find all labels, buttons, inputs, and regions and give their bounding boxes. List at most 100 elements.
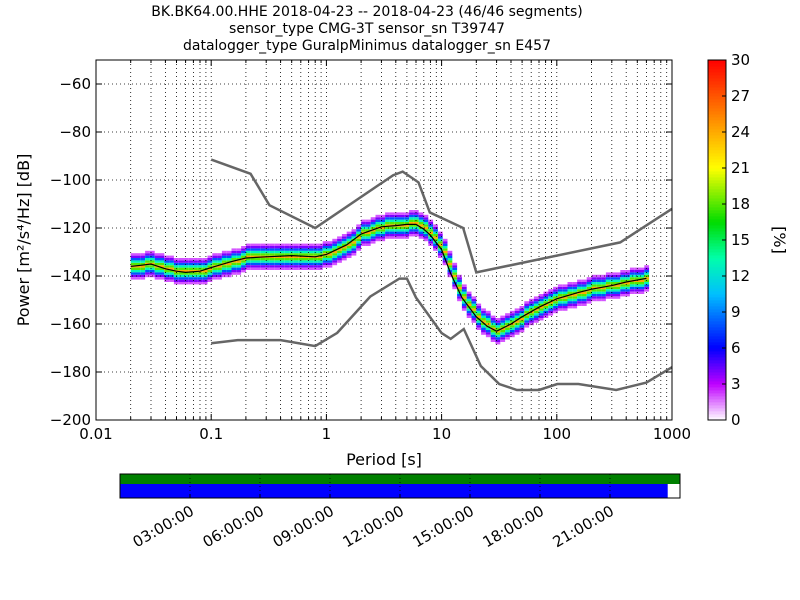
heatmap-cell [461,286,467,290]
heatmap-cell [577,289,582,292]
heatmap-cell [581,301,587,304]
heatmap-cell [596,277,602,280]
heatmap-cell [481,318,486,321]
heatmap-cell [356,224,362,227]
heatmap-cell [605,291,611,294]
heatmap-cell [481,322,486,326]
heatmap-cell [217,272,222,275]
heatmap-cell [284,265,290,268]
heatmap-cell [178,274,184,278]
heatmap-cell [524,318,530,321]
heatmap-cell [365,241,371,244]
colorbar-segment [708,330,726,334]
colorbar-segment [708,417,726,421]
heatmap-cell [279,243,285,246]
heatmap-cell [394,222,400,225]
heatmap-cell [385,217,390,220]
heatmap-cell [159,270,165,273]
colorbar-segment [708,321,726,325]
heatmap-cell [538,301,544,304]
colorbar-segment [708,234,726,238]
colorbar-segment [708,294,726,298]
colorbar-segment [708,291,726,295]
heatmap-cell [639,274,645,278]
heatmap-cell [481,332,486,335]
heatmap-cell [183,260,189,263]
heatmap-cell [399,229,405,232]
heatmap-cell [404,222,410,225]
heatmap-cell [207,260,213,263]
heatmap-cell [284,255,290,258]
heatmap-cell [514,310,520,314]
heatmap-cell [394,236,400,239]
heatmap-cell [409,212,414,215]
heatmap-cell [322,243,328,246]
heatmap-cell [279,250,285,254]
heatmap-cell [322,258,328,261]
heatmap-cell [581,303,587,306]
heatmap-cell [385,222,390,225]
heatmap-cell [327,253,333,256]
heatmap-cell [500,320,506,323]
heatmap-cell [605,296,611,299]
heatmap-cell [495,332,501,335]
heatmap-cell [327,241,333,244]
colorbar-segment [708,120,726,124]
colorbar-segment [708,399,726,403]
heatmap-cell [293,243,299,246]
heatmap-cell [500,322,506,326]
heatmap-cell [471,310,477,314]
heatmap-cell [615,286,621,290]
heatmap-cell [500,325,506,328]
colorbar-segment [708,213,726,217]
heatmap-cell [389,234,395,237]
heatmap-cell [188,282,194,285]
heatmap-cell [509,325,515,328]
heatmap-cell [178,277,184,280]
heatmap-cell [476,327,482,330]
colorbar-segment [708,393,726,397]
heatmap-cell [313,248,318,251]
heatmap-cell [557,284,563,287]
colorbar-tick-label: 6 [731,339,741,357]
heatmap-cell [577,284,582,287]
heatmap-cell [231,255,237,258]
heatmap-cell [509,320,515,323]
heatmap-cell [572,284,578,287]
heatmap-cell [418,236,424,239]
y-tick-label: −100 [50,171,91,189]
heatmap-cell [130,255,136,258]
colorbar-segment [708,105,726,109]
heatmap-cell [610,296,616,299]
heatmap-cell [509,332,515,335]
colorbar-segment [708,60,726,64]
heatmap-cell [202,279,208,282]
heatmap-cell [634,289,640,292]
heatmap-cell [245,246,251,249]
heatmap-cell [385,226,390,230]
heatmap-cell [269,267,275,270]
heatmap-cell [274,267,280,270]
heatmap-cell [183,272,189,275]
heatmap-cell [361,241,366,244]
heatmap-cell [245,258,251,261]
colorbar-segment [708,69,726,73]
heatmap-cell [418,224,424,227]
heatmap-cell [250,255,256,258]
heatmap-cell [140,265,146,268]
heatmap-cell [533,320,539,323]
heatmap-cell [505,322,510,326]
colorbar-segment [708,72,726,76]
heatmap-cell [476,313,482,316]
heatmap-cell [212,260,218,263]
heatmap-cell [490,325,496,328]
heatmap-cell [327,265,333,268]
heatmap-cell [553,301,558,304]
heatmap-cell [241,250,246,254]
heatmap-cell [145,265,150,268]
heatmap-cell [308,265,314,268]
heatmap-cell [644,272,650,275]
heatmap-cell [279,260,285,263]
time-tick-label: 09:00:00 [270,502,337,551]
heatmap-cell [197,265,203,268]
